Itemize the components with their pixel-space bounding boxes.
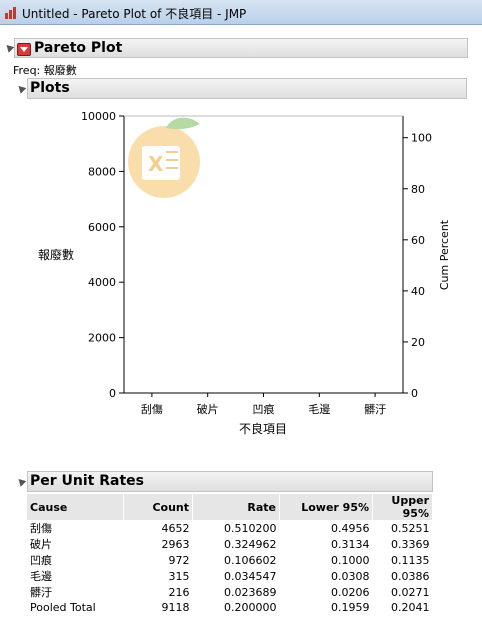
freq-label: Freq: 報廢數 xyxy=(13,64,77,77)
table-row: 破片 2963 0.324962 0.3134 0.3369 xyxy=(27,536,433,552)
rates-disclosure-icon[interactable] xyxy=(15,476,27,487)
plots-title: Plots xyxy=(30,80,70,96)
y2-tick-label: 100 xyxy=(411,132,432,145)
x-tick-label: 髒汙 xyxy=(364,403,386,416)
table-header-row: Cause Count Rate Lower 95% Upper 95% xyxy=(27,494,433,520)
y2-tick-label: 60 xyxy=(411,234,425,247)
table-row: Pooled Total 9118 0.200000 0.1959 0.2041 xyxy=(27,600,433,615)
y-tick-label: 0 xyxy=(109,387,116,400)
y2-tick-label: 20 xyxy=(411,336,425,349)
jmp-app-icon xyxy=(5,7,16,19)
cell-upper95: 0.0271 xyxy=(391,585,430,599)
x-tick-label: 毛邊 xyxy=(308,402,330,416)
y-tick-label: 6000 xyxy=(88,221,116,234)
table-row: 刮傷 4652 0.510200 0.4956 0.5251 xyxy=(27,520,433,536)
per-unit-rates-table: Cause Count Rate Lower 95% Upper 95% 刮傷 … xyxy=(27,494,433,615)
cell-lower95: 0.3134 xyxy=(331,537,370,551)
y2-tick-label: 0 xyxy=(411,387,418,400)
table-row: 毛邊 315 0.034547 0.0308 0.0386 xyxy=(27,568,433,584)
x-tick-label: 破片 xyxy=(197,402,219,416)
window-title: Untitled - Pareto Plot of 不良項目 - JMP xyxy=(22,7,247,21)
cell-cause: 毛邊 xyxy=(30,570,52,583)
svg-text:X: X xyxy=(148,152,164,176)
window-titlebar: Untitled - Pareto Plot of 不良項目 - JMP xyxy=(0,0,482,25)
col-header-cause: Cause xyxy=(27,494,124,520)
col-header-lower95: Lower 95% xyxy=(279,494,373,520)
x-tick-label: 刮傷 xyxy=(141,402,163,416)
cell-lower95: 0.1959 xyxy=(331,601,370,615)
cell-upper95: 0.0386 xyxy=(391,569,430,583)
cell-upper95: 0.3369 xyxy=(391,537,430,551)
cell-count: 972 xyxy=(168,553,190,567)
y-axis-label: 報廢數 xyxy=(38,247,74,262)
y2-tick-label: 40 xyxy=(411,285,425,298)
cell-rate: 0.200000 xyxy=(224,601,277,615)
x-tick-label: 凹痕 xyxy=(253,402,275,416)
cell-rate: 0.510200 xyxy=(224,521,277,535)
cell-upper95: 0.2041 xyxy=(391,601,430,615)
y2-tick-label: 80 xyxy=(411,183,425,196)
cell-cause: 刮傷 xyxy=(30,522,52,535)
cell-count: 4652 xyxy=(161,521,190,535)
x-axis-label: 不良項目 xyxy=(239,421,287,436)
cell-rate: 0.106602 xyxy=(224,553,277,567)
cell-rate: 0.034547 xyxy=(224,569,277,583)
per-unit-rates-title: Per Unit Rates xyxy=(30,473,144,489)
y-tick-label: 4000 xyxy=(88,276,116,289)
pareto-plot-header[interactable]: Pareto Plot xyxy=(3,38,468,58)
col-header-count: Count xyxy=(123,494,193,520)
cell-rate: 0.324962 xyxy=(224,537,277,551)
cell-count: 2963 xyxy=(161,537,190,551)
cell-lower95: 0.1000 xyxy=(331,553,370,567)
col-header-rate: Rate xyxy=(192,494,280,520)
disclosure-triangle-icon[interactable] xyxy=(3,42,15,53)
y2-axis-label: Cum Percent xyxy=(438,219,451,290)
per-unit-rates-header[interactable]: Per Unit Rates xyxy=(15,471,433,492)
cell-rate: 0.023689 xyxy=(224,585,277,599)
cell-cause: 破片 xyxy=(30,538,52,551)
cell-count: 216 xyxy=(168,585,190,599)
y-tick-label: 8000 xyxy=(88,165,116,178)
table-row: 髒汙 216 0.023689 0.0206 0.0271 xyxy=(27,584,433,600)
cell-cause: 凹痕 xyxy=(30,554,52,567)
cell-upper95: 0.1135 xyxy=(391,553,430,567)
cell-lower95: 0.0308 xyxy=(331,569,370,583)
cell-lower95: 0.4956 xyxy=(331,521,370,535)
red-triangle-menu-icon[interactable] xyxy=(17,43,31,56)
cell-upper95: 0.5251 xyxy=(391,521,430,535)
excel-logo-watermark: X xyxy=(128,117,200,198)
cell-count: 9118 xyxy=(161,601,190,615)
cell-cause: Pooled Total xyxy=(30,601,96,615)
cell-cause: 髒汙 xyxy=(30,586,52,599)
y-tick-label: 10000 xyxy=(81,110,116,123)
plots-header[interactable]: Plots xyxy=(15,78,467,99)
cell-lower95: 0.0206 xyxy=(331,585,370,599)
cell-count: 315 xyxy=(168,569,190,583)
pareto-chart: 0 2000 4000 6000 8000 10000 0 20 40 60 80 100 刮傷 破片 凹痕… xyxy=(38,110,451,436)
plots-disclosure-icon[interactable] xyxy=(15,83,27,94)
pareto-plot-title: Pareto Plot xyxy=(34,40,123,56)
table-row: 凹痕 972 0.106602 0.1000 0.1135 xyxy=(27,552,433,568)
y-tick-label: 2000 xyxy=(88,332,116,345)
col-header-upper95: Upper 95% xyxy=(372,494,433,520)
